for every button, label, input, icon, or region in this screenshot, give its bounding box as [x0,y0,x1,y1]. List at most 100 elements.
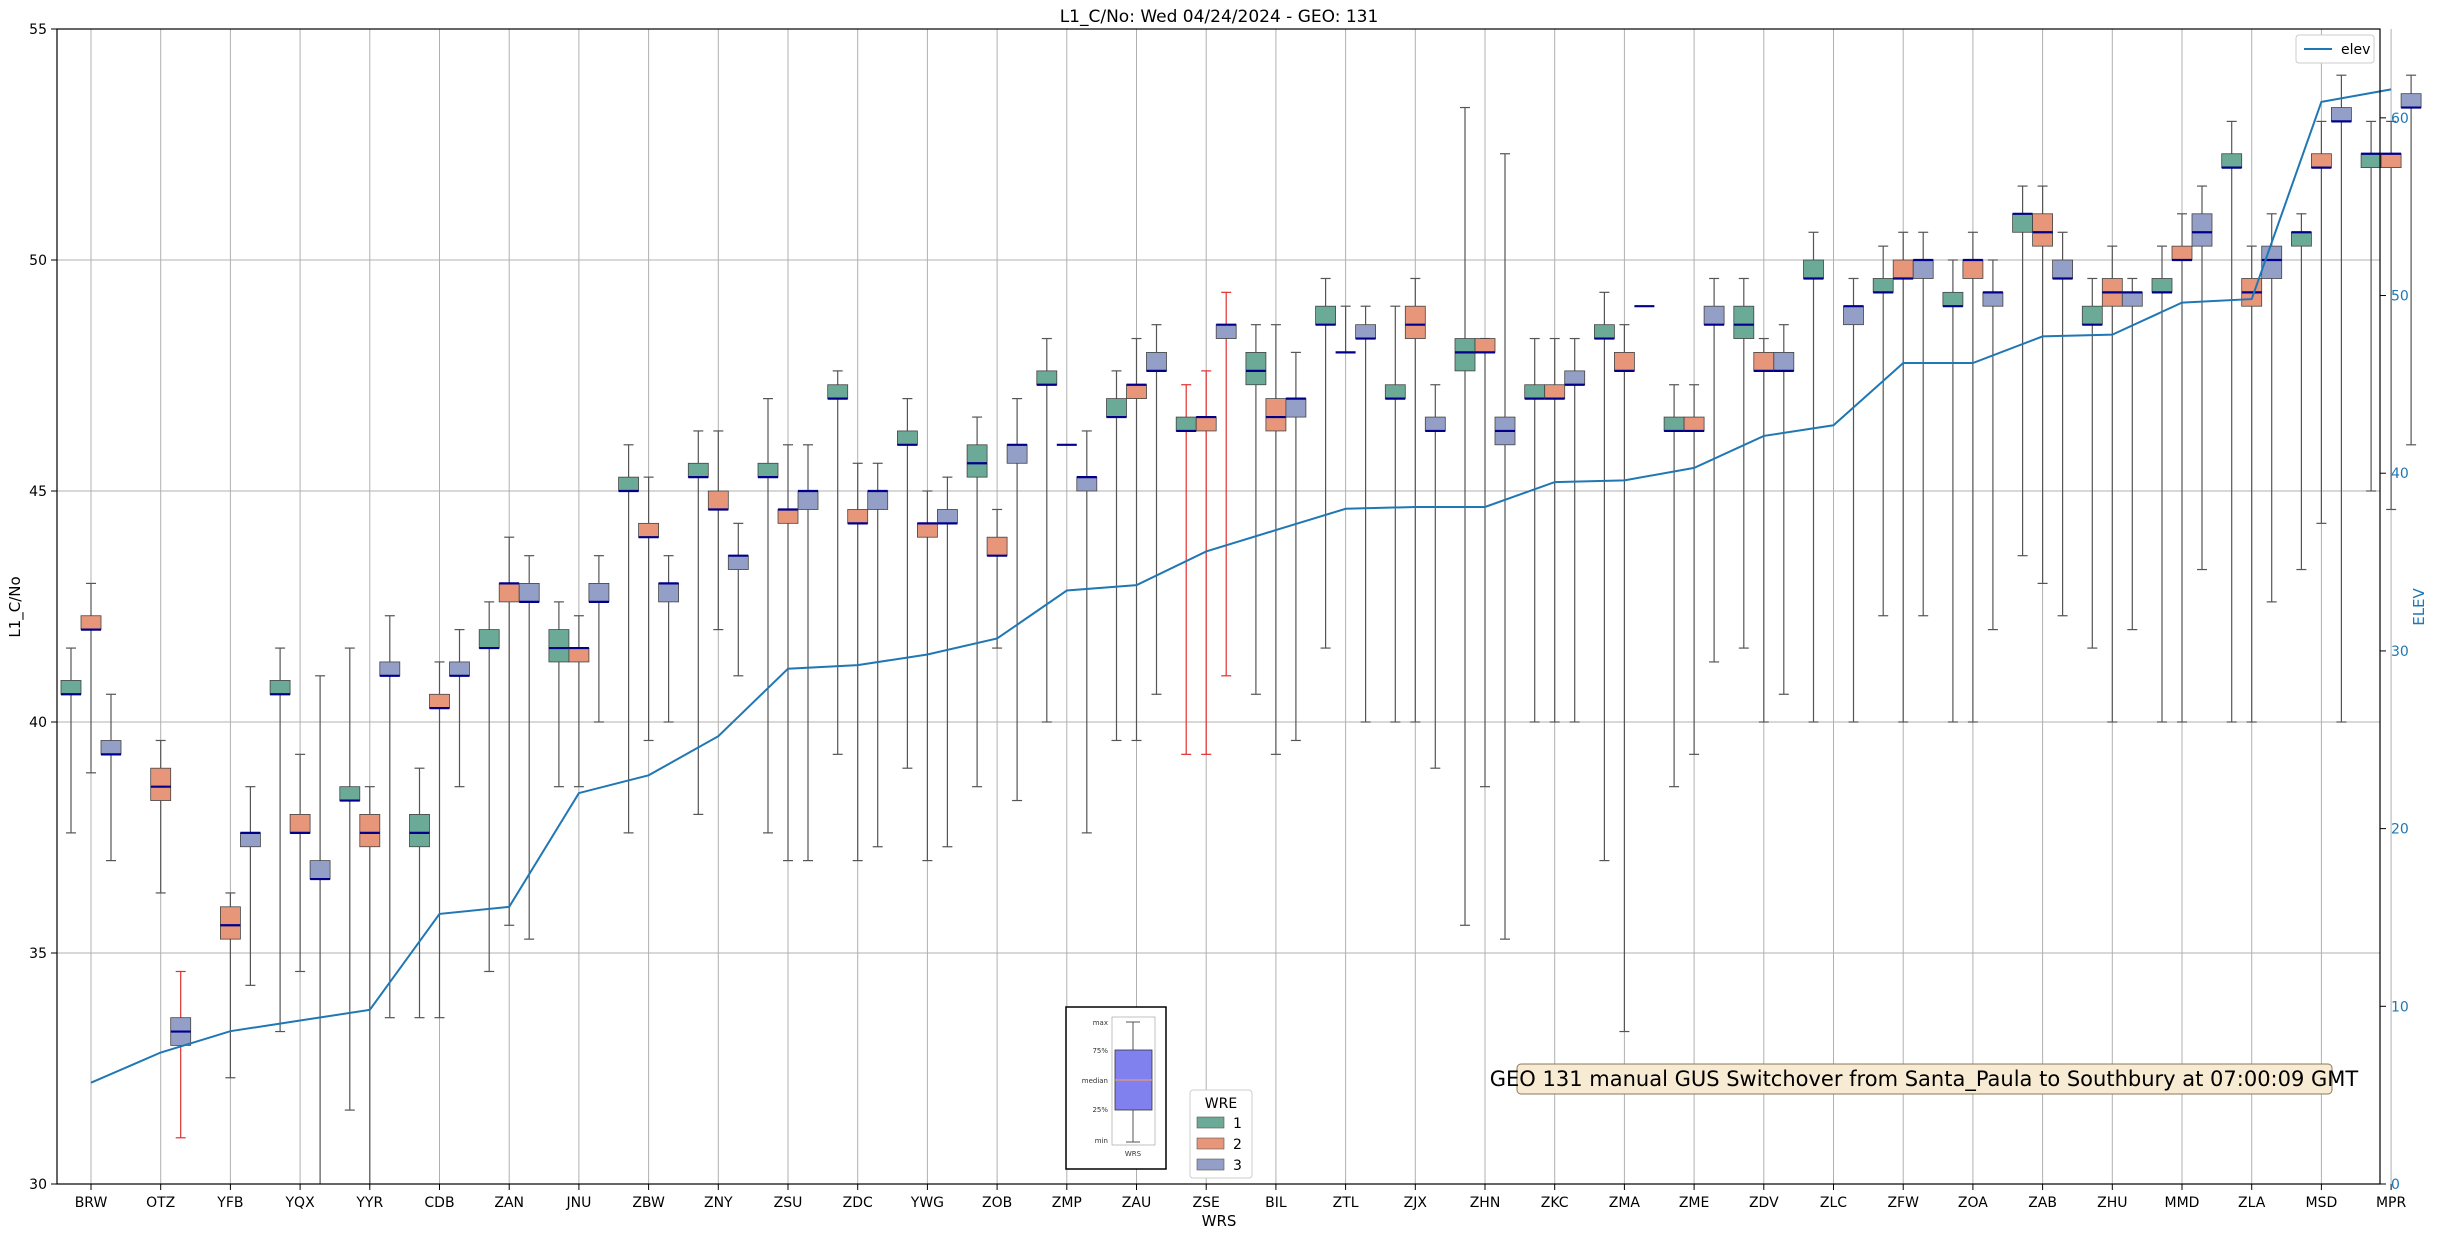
box-zab-wre-2 [2032,213,2053,247]
y2-tick-label: 40 [2391,466,2409,482]
box-zse-wre-2 [1195,416,1217,432]
box-zdv-wre-2 [1753,351,1775,372]
y2-tick-label: 50 [2391,289,2409,305]
box-brw-wre-2 [80,615,102,630]
x-tick-label: YWG [910,1195,944,1211]
x-tick-label: ZOB [982,1195,1012,1211]
y2-tick-label: 60 [2391,111,2409,127]
y-tick-label: 50 [29,253,47,269]
x-tick-label: ZDV [1749,1195,1779,1211]
box-zsu-wre-2 [777,509,799,524]
box-brw-wre-1 [60,680,82,695]
y2-axis: 0 10 20 30 40 50 60 [2380,111,2409,1193]
box-zbw-wre-1 [618,476,639,492]
x-tick-label: MPR [2376,1195,2407,1211]
grid [57,28,2392,1185]
box-mpr-wre-1 [2360,153,2382,169]
box-zsu-wre-1 [757,462,779,478]
box-brw-wre-3 [100,740,122,755]
box-zhn-wre-2 [1474,338,1496,353]
box-yqx-wre-1 [269,680,291,695]
box-zab-wre-1 [2012,213,2033,233]
box-ywg-wre-1 [897,430,918,446]
chart-title: L1_C/No: Wed 04/24/2024 - GEO: 131 [1060,7,1379,27]
x-tick-label: ZFW [1887,1195,1919,1211]
x-tick-label: YFB [216,1195,243,1211]
box-zob-wre-2 [986,536,1008,557]
x-tick-label: ZKC [1541,1195,1569,1211]
box-otz-wre-2 [150,767,172,801]
x-tick-label: ZHU [2097,1195,2127,1211]
box-zob-wre-1 [966,444,988,478]
box-zlc-wre-3 [1843,305,1864,326]
wre-legend-swatch-2 [1196,1137,1225,1150]
box-zsu-wre-3 [797,490,819,510]
box-zbw-wre-2 [638,522,659,538]
switchover-annotation: GEO 131 manual GUS Switchover from Santa… [1490,1063,2359,1095]
x-tick-label: ZOA [1958,1195,1988,1211]
box-zkc-wre-3 [1564,370,1586,386]
x-tick-label: ZMA [1609,1195,1641,1211]
elev-legend-frame [2295,34,2375,64]
box-cdb-wre-2 [429,693,450,709]
box-zmp-wre-1 [1036,370,1058,386]
elev-legend: elev [2295,34,2375,64]
box-zlc-wre-1 [1803,259,1824,279]
box-zmp-wre-3 [1076,476,1098,492]
box-bil-wre-3 [1285,398,1307,418]
box-ztl-wre-3 [1355,324,1376,339]
box-zkc-wre-1 [1524,384,1546,399]
x-tick-label: ZME [1679,1195,1710,1211]
box-zkc-wre-2 [1544,384,1566,399]
box-zme-wre-1 [1663,416,1685,432]
x-axis: BRW OTZ YFB YQX YYR CDB ZAN JNU ZBW ZNY ZSU ZDC YWG Z… [75,1184,2407,1211]
x-tick-label: YYR [355,1195,383,1211]
box-zoa-wre-1 [1942,291,1964,307]
box-mpr-wre-3 [2400,93,2422,108]
box-zla-wre-1 [2221,153,2243,169]
box-zdc-wre-2 [847,509,869,524]
x-tick-label: MSD [2306,1195,2338,1211]
wre-legend-swatch-1 [1196,1116,1225,1129]
box-mmd-wre-2 [2171,245,2193,261]
inset-outline [1111,1016,1156,1146]
boxplot-key-inset: max 75% median 25% min WRS [1065,1006,1167,1170]
box-zjx-wre-3 [1424,416,1446,432]
x-tick-label: BIL [1265,1195,1287,1211]
wre-legend-swatch-3 [1196,1158,1225,1171]
x-tick-label: CDB [424,1195,454,1211]
box-yfb-wre-3 [239,832,261,848]
box-zma-wre-1 [1594,324,1615,339]
annotation-text: GEO 131 manual GUS Switchover from Santa… [1490,1067,2359,1092]
wre-legend-label-1: 1 [1233,1116,1242,1132]
inset-label-max: max [1093,1019,1108,1027]
box-zoa-wre-2 [1962,259,1984,279]
x-tick-label: ZSU [774,1195,803,1211]
box-zan-wre-1 [478,629,500,649]
wre-legend-label-3: 3 [1233,1158,1242,1174]
box-jnu-wre-3 [588,583,610,603]
box-zse-wre-1 [1175,416,1197,432]
box-msd-wre-2 [2310,153,2332,169]
box-jnu-wre-2 [568,647,590,663]
box-zau-wre-2 [1126,384,1147,399]
y2-tick-label: 20 [2391,822,2409,838]
y-tick-label: 35 [29,946,47,962]
box-zfw-wre-3 [1912,259,1934,279]
x-tick-label: OTZ [146,1195,175,1211]
box-ywg-wre-3 [937,509,958,524]
box-zme-wre-2 [1683,416,1705,432]
wre-legend-frame [1189,1089,1253,1179]
box-zny-wre-1 [687,462,709,478]
x-tick-label: BRW [75,1195,108,1211]
box-yyr-wre-1 [339,786,361,801]
box-zfw-wre-1 [1872,278,1894,293]
x-tick-label: ZAN [494,1195,524,1211]
y-axis: 30 35 40 45 50 55 [29,22,57,1193]
box-zhu-wre-3 [2121,291,2143,307]
box-ywg-wre-2 [917,522,938,538]
y-tick-label: 30 [29,1177,47,1193]
box-zab-wre-3 [2052,259,2074,279]
x-tick-label: ZDC [843,1195,873,1211]
box-zma-wre-2 [1614,351,1635,372]
